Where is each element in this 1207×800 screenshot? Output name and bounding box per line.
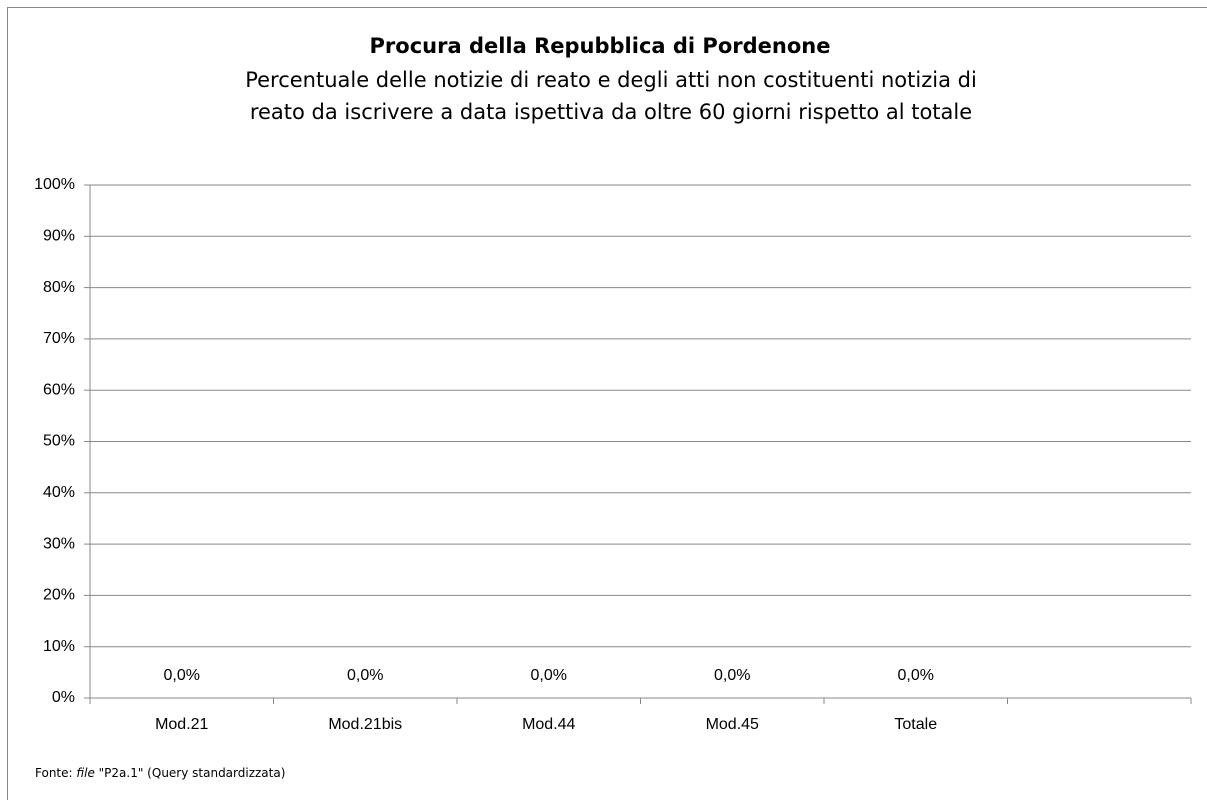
y-tick-label: 50% bbox=[43, 433, 75, 450]
data-label: 0,0% bbox=[714, 667, 750, 684]
chart-frame bbox=[7, 7, 1207, 800]
x-tick-label: Mod.44 bbox=[522, 716, 575, 733]
x-tick-label: Mod.21 bbox=[155, 716, 208, 733]
y-tick-label: 70% bbox=[43, 330, 75, 347]
data-label: 0,0% bbox=[164, 667, 200, 684]
chart-title: Procura della Repubblica di Pordenone bbox=[370, 34, 831, 58]
y-tick-label: 60% bbox=[43, 381, 75, 398]
source-note: Fonte: file "P2a.1" (Query standardizzat… bbox=[35, 766, 285, 780]
source-text: file bbox=[76, 766, 94, 780]
y-tick-label: 0% bbox=[52, 689, 75, 706]
y-tick-label: 80% bbox=[43, 279, 75, 296]
y-tick-label: 20% bbox=[43, 587, 75, 604]
chart-subtitle: reato da iscrivere a data ispettiva da o… bbox=[250, 100, 972, 124]
source-text: Fonte: bbox=[35, 766, 76, 780]
x-tick-label: Mod.45 bbox=[706, 716, 759, 733]
y-tick-label: 40% bbox=[43, 484, 75, 501]
y-tick-label: 30% bbox=[43, 535, 75, 552]
chart-subtitle: Percentuale delle notizie di reato e deg… bbox=[245, 68, 977, 92]
y-tick-label: 90% bbox=[43, 228, 75, 245]
source-text: "P2a.1" (Query standardizzata) bbox=[95, 766, 286, 780]
data-label: 0,0% bbox=[898, 667, 934, 684]
data-label: 0,0% bbox=[347, 667, 383, 684]
x-tick-label: Mod.21bis bbox=[328, 716, 402, 733]
data-label: 0,0% bbox=[531, 667, 567, 684]
x-tick-label: Totale bbox=[894, 716, 937, 733]
y-tick-label: 100% bbox=[34, 176, 75, 193]
y-tick-label: 10% bbox=[43, 638, 75, 655]
